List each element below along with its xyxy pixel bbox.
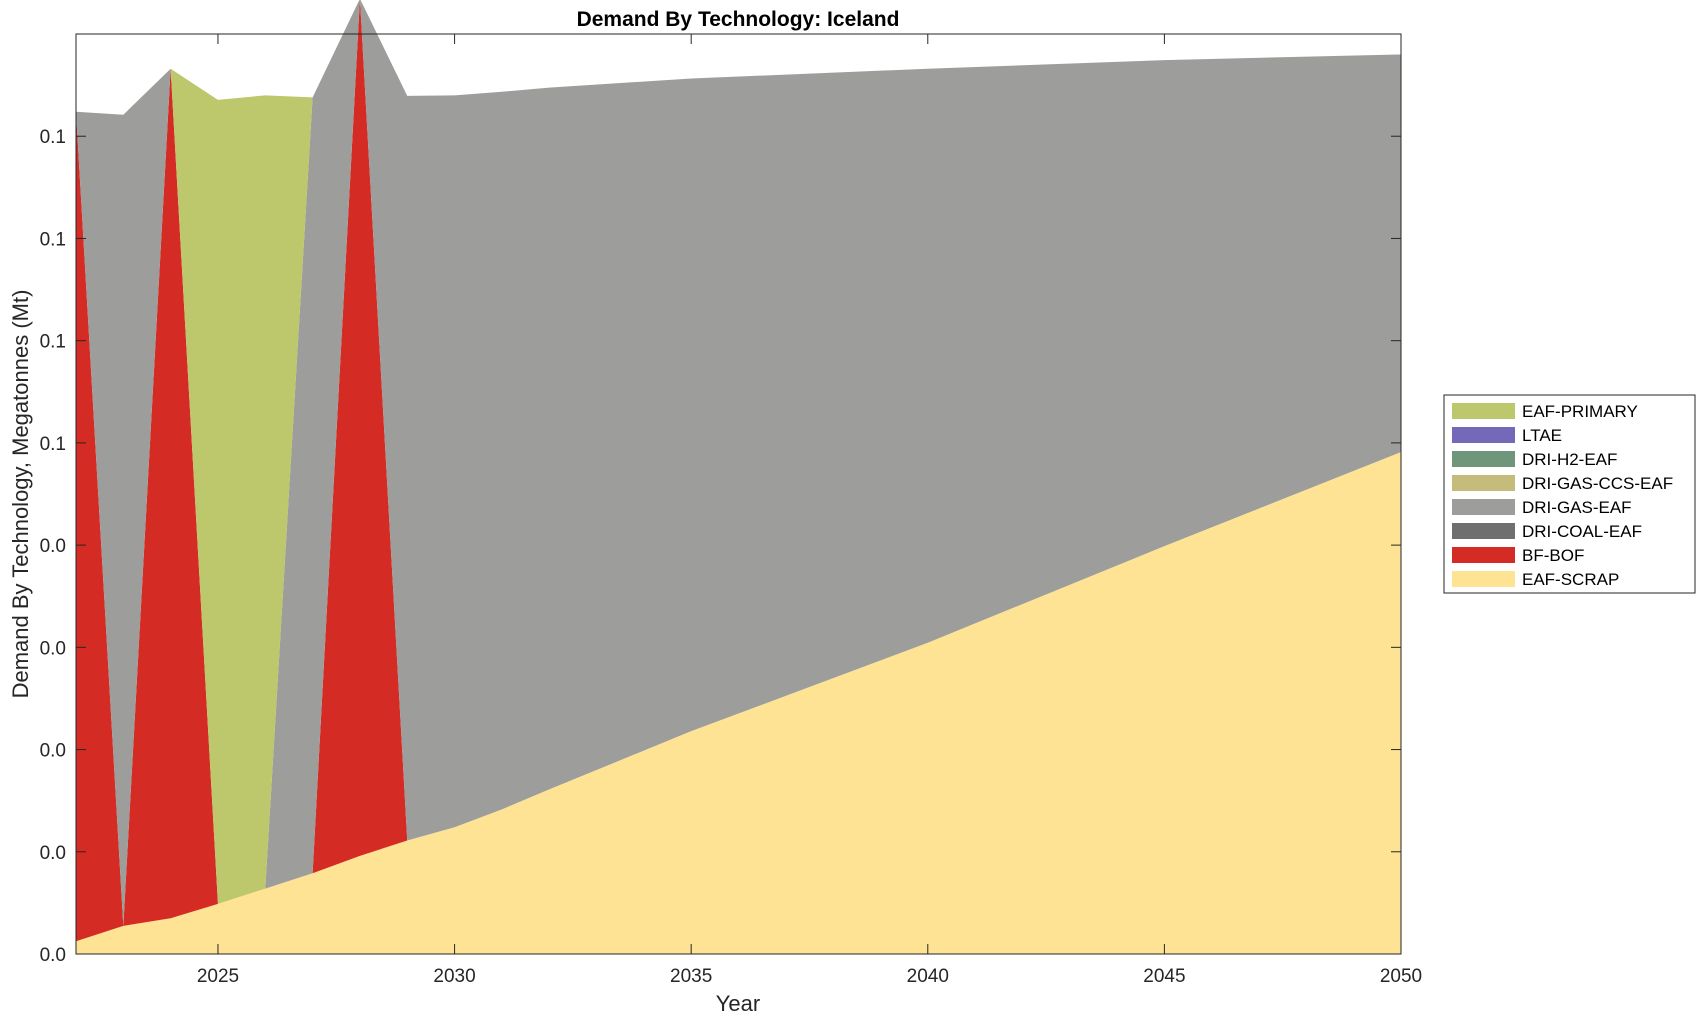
legend-swatch-dri-gas-ccs-eaf: [1452, 475, 1515, 491]
legend-swatch-ltae: [1452, 427, 1515, 443]
y-tick-label: 0.0: [40, 945, 66, 966]
area-dri-gas-eaf: [76, 0, 1401, 926]
y-tick-label: 0.0: [40, 638, 66, 659]
chart-title: Demand By Technology: Iceland: [577, 8, 900, 31]
y-tick-label: 0.0: [40, 536, 66, 557]
legend-swatch-dri-h2-eaf: [1452, 451, 1515, 467]
y-tick-label: 0.1: [40, 127, 66, 148]
x-tick-label: 2050: [1380, 966, 1422, 987]
legend-label-dri-h2-eaf: DRI-H2-EAF: [1522, 450, 1617, 469]
x-tick-label: 2040: [907, 966, 949, 987]
y-tick-label: 0.1: [40, 434, 66, 455]
legend-label-dri-coal-eaf: DRI-COAL-EAF: [1522, 522, 1642, 541]
x-tick-label: 2025: [197, 966, 239, 987]
legend-swatch-bf-bof: [1452, 547, 1515, 563]
y-axis-label: Demand By Technology, Megatonnes (Mt): [8, 290, 33, 699]
legend-swatch-eaf-scrap: [1452, 571, 1515, 587]
legend-label-bf-bof: BF-BOF: [1522, 546, 1584, 565]
legend-label-eaf-primary: EAF-PRIMARY: [1522, 402, 1638, 421]
legend-label-dri-gas-eaf: DRI-GAS-EAF: [1522, 498, 1632, 517]
x-tick-label: 2045: [1143, 966, 1185, 987]
legend-label-dri-gas-ccs-eaf: DRI-GAS-CCS-EAF: [1522, 474, 1673, 493]
area-series-group: [76, 0, 1401, 954]
y-tick-label: 0.1: [40, 229, 66, 250]
legend-swatch-dri-gas-eaf: [1452, 499, 1515, 515]
legend-swatch-eaf-primary: [1452, 403, 1515, 419]
legend-label-eaf-scrap: EAF-SCRAP: [1522, 570, 1619, 589]
x-axis-label: Year: [716, 991, 760, 1016]
plot-frame: [75, 33, 1402, 955]
y-axis-ticks: 0.0 0.0 0.0 0.0 0.0 0.1 0.1 0.1 0.1: [40, 127, 1401, 966]
y-tick-label: 0.0: [40, 843, 66, 864]
area-eaf-scrap: [76, 452, 1401, 954]
legend-label-ltae: LTAE: [1522, 426, 1562, 445]
area-bf-bof: [76, 0, 1401, 942]
x-tick-label: 2030: [433, 966, 475, 987]
x-tick-label: 2035: [670, 966, 712, 987]
y-tick-label: 0.0: [40, 741, 66, 762]
y-tick-label: 0.1: [40, 332, 66, 353]
x-axis-ticks: 2025 2030 2035 2040 2045 2050: [197, 34, 1422, 987]
legend: EAF-PRIMARY LTAE DRI-H2-EAF DRI-GAS-CCS-EAF…: [1443, 394, 1696, 594]
legend-swatch-dri-coal-eaf: [1452, 523, 1515, 539]
